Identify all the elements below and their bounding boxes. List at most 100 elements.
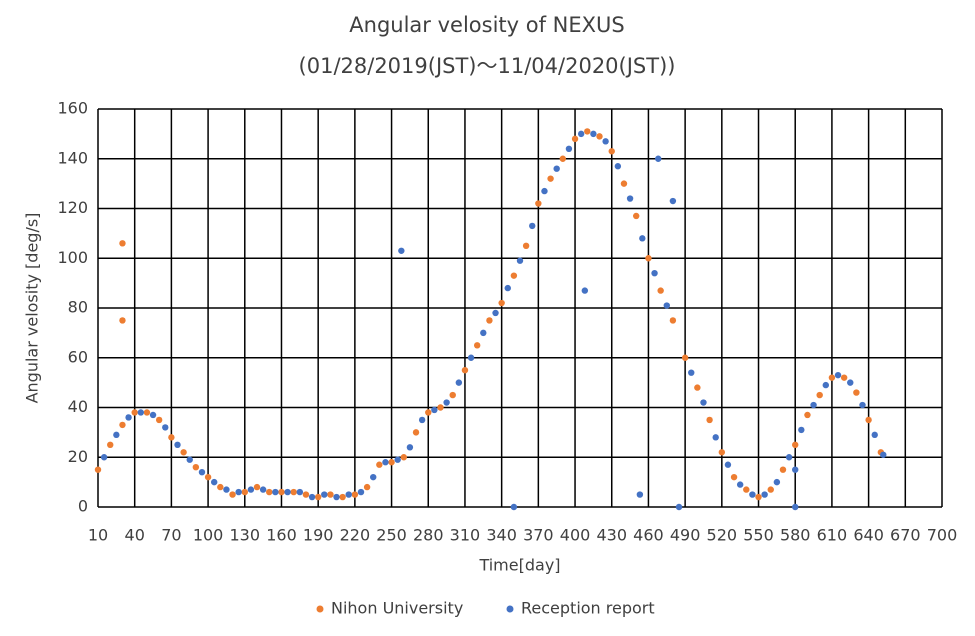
data-point xyxy=(596,133,603,140)
data-point xyxy=(655,155,662,162)
x-tick-label: 610 xyxy=(817,526,848,545)
data-point xyxy=(223,486,230,493)
chart-subtitle: (01/28/2019(JST)～11/04/2020(JST)) xyxy=(299,54,676,78)
y-tick-label: 140 xyxy=(57,148,88,167)
data-point xyxy=(724,461,732,468)
data-point xyxy=(382,459,389,466)
data-point xyxy=(559,155,567,162)
data-point xyxy=(186,456,193,463)
x-tick-label: 580 xyxy=(780,526,811,545)
data-point xyxy=(143,409,151,416)
data-point xyxy=(510,272,518,279)
data-point xyxy=(614,163,622,170)
data-point xyxy=(449,391,456,399)
data-point xyxy=(522,242,530,250)
data-point xyxy=(577,130,585,138)
data-point xyxy=(113,431,120,439)
data-point xyxy=(785,454,793,461)
data-point xyxy=(388,459,395,466)
data-point xyxy=(779,466,787,473)
data-point xyxy=(743,486,750,493)
data-point xyxy=(333,493,340,501)
data-point xyxy=(590,130,597,138)
data-point xyxy=(730,473,738,481)
data-point xyxy=(302,491,310,498)
data-point xyxy=(608,148,615,155)
data-point xyxy=(651,269,658,277)
data-point xyxy=(584,128,591,135)
data-point xyxy=(363,483,371,491)
x-tick-label: 400 xyxy=(560,526,591,545)
data-point xyxy=(247,486,255,493)
data-point xyxy=(125,414,132,421)
data-point xyxy=(345,491,352,498)
data-point xyxy=(412,429,420,436)
data-point xyxy=(706,416,713,424)
data-point xyxy=(571,135,579,143)
data-point xyxy=(847,379,854,386)
data-point xyxy=(636,491,644,498)
data-point xyxy=(308,493,316,501)
x-tick-label: 10 xyxy=(88,526,108,545)
data-point xyxy=(107,441,114,449)
data-point xyxy=(859,401,866,409)
data-point xyxy=(314,493,322,501)
x-tick-label: 490 xyxy=(670,526,701,545)
data-point xyxy=(467,354,475,361)
data-point xyxy=(492,309,499,317)
data-point xyxy=(155,416,163,424)
legend-label: Reception report xyxy=(521,599,655,618)
legend-marker xyxy=(316,605,324,613)
x-tick-label: 550 xyxy=(743,526,774,545)
data-point xyxy=(669,317,677,324)
data-point xyxy=(694,384,701,391)
data-point xyxy=(498,299,505,307)
y-tick-label: 40 xyxy=(68,397,88,416)
data-point xyxy=(681,354,689,361)
data-point xyxy=(718,449,726,456)
data-point xyxy=(834,371,842,379)
legend-label: Nihon University xyxy=(331,599,463,618)
data-point xyxy=(235,488,242,496)
data-point xyxy=(370,473,377,481)
y-tick-label: 80 xyxy=(68,298,88,317)
x-tick-label: 250 xyxy=(376,526,407,545)
data-point xyxy=(437,404,444,411)
data-point xyxy=(455,379,463,386)
x-tick-label: 220 xyxy=(340,526,371,545)
x-tick-label: 130 xyxy=(230,526,261,545)
data-point xyxy=(565,145,573,152)
data-point xyxy=(792,503,799,511)
data-point xyxy=(516,257,524,264)
data-point xyxy=(504,284,511,292)
data-point xyxy=(645,255,652,262)
data-point xyxy=(840,374,848,381)
data-point xyxy=(290,488,297,496)
chart-title: Angular velosity of NEXUS xyxy=(349,13,624,37)
data-point xyxy=(272,488,279,496)
y-tick-label: 20 xyxy=(68,447,88,466)
data-point xyxy=(804,411,811,419)
x-tick-label: 100 xyxy=(193,526,224,545)
data-point xyxy=(204,473,212,481)
data-point xyxy=(700,399,707,406)
data-point xyxy=(639,235,646,242)
y-axis-label: Angular velosity [deg/s] xyxy=(23,213,42,404)
data-point xyxy=(461,366,469,374)
data-point xyxy=(792,466,799,473)
data-point xyxy=(792,441,799,449)
data-point xyxy=(406,444,414,451)
data-point xyxy=(712,434,719,441)
data-point xyxy=(357,488,365,496)
data-point xyxy=(192,464,200,471)
data-point xyxy=(211,478,218,486)
data-point xyxy=(119,240,126,247)
data-point xyxy=(547,175,554,182)
data-point xyxy=(418,416,426,424)
x-tick-label: 700 xyxy=(927,526,958,545)
x-tick-label: 310 xyxy=(450,526,481,545)
data-point xyxy=(425,409,432,416)
data-point xyxy=(174,441,181,449)
y-tick-label: 160 xyxy=(57,99,88,118)
